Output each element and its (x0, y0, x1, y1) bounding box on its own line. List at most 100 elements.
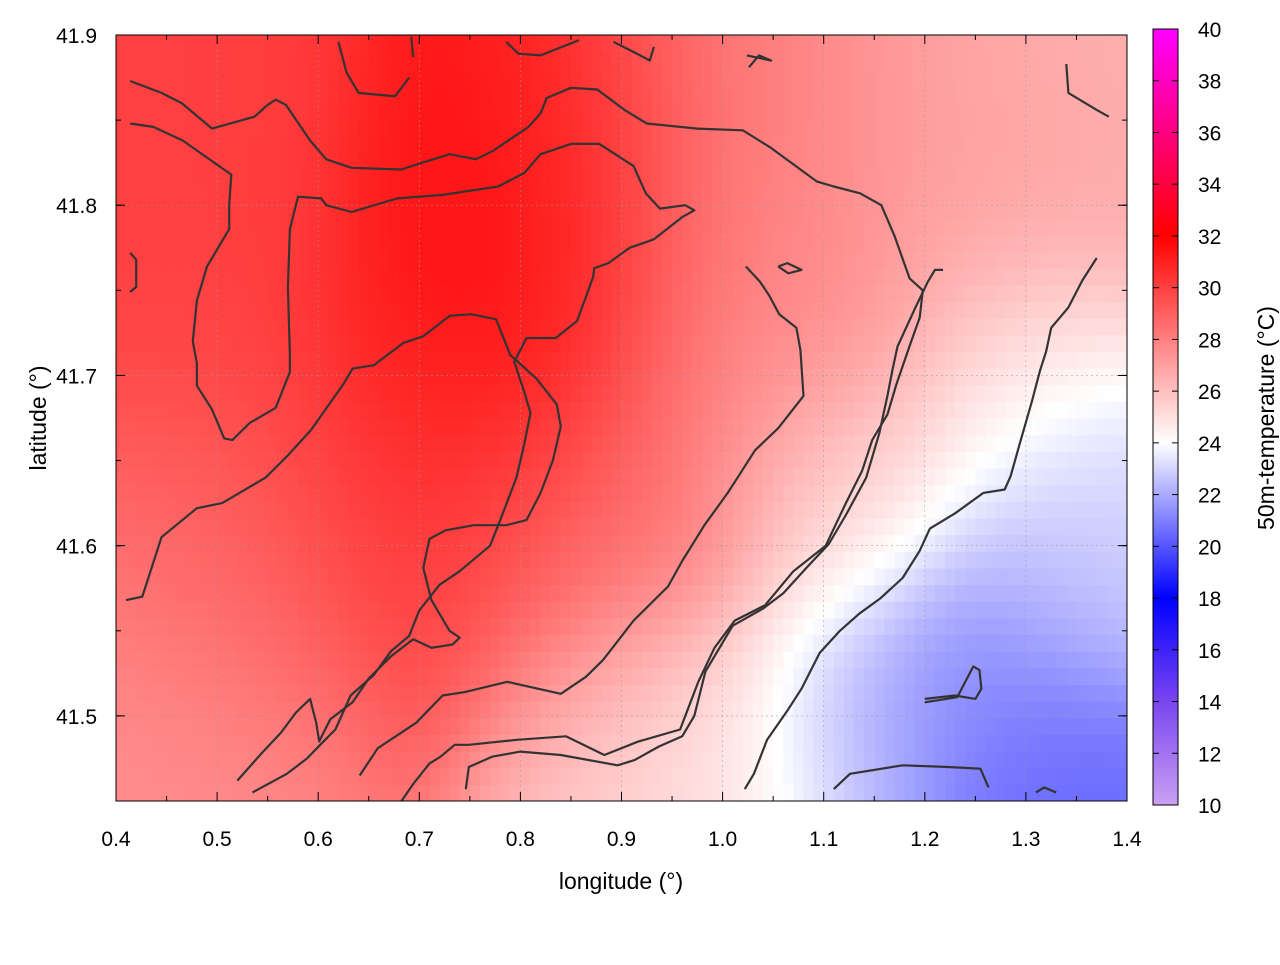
heatmap-cell (530, 534, 542, 552)
heatmap-cell (712, 184, 724, 203)
heatmap-cell (803, 767, 815, 785)
heatmap-cell (348, 717, 360, 735)
heatmap-cell (409, 434, 420, 452)
heatmap-cell (641, 351, 653, 369)
heatmap-cell (1116, 268, 1127, 286)
heatmap-cell (520, 85, 532, 103)
heatmap-cell (601, 501, 612, 519)
heatmap-cell (217, 184, 228, 203)
heatmap-cell (136, 68, 147, 86)
heatmap-cell (116, 134, 127, 153)
heatmap-cell (571, 534, 582, 552)
heatmap-cell (752, 268, 764, 286)
heatmap-cell (116, 201, 127, 219)
y-tick-label: 41.6 (56, 536, 97, 559)
heatmap-cell (1005, 35, 1017, 53)
heatmap-cell (439, 201, 451, 219)
heatmap-cell (1106, 51, 1118, 69)
heatmap-cell (156, 284, 168, 303)
heatmap-cell (1076, 35, 1088, 53)
heatmap-cell (1116, 451, 1127, 469)
heatmap-cell (469, 134, 481, 153)
heatmap-cell (1066, 551, 1077, 569)
heatmap-cell (237, 418, 248, 436)
heatmap-cell (985, 468, 997, 486)
heatmap-cell (672, 168, 683, 186)
heatmap-cell (207, 584, 218, 602)
heatmap-cell (661, 268, 673, 286)
heatmap-cell (146, 767, 157, 785)
heatmap-cell (661, 68, 673, 86)
heatmap-cell (651, 201, 663, 219)
heatmap-cell (227, 201, 238, 219)
heatmap-cell (732, 201, 744, 219)
heatmap-cell (823, 201, 835, 219)
heatmap-cell (722, 401, 734, 419)
heatmap-cell (439, 151, 451, 169)
heatmap-cell (813, 318, 825, 336)
heatmap-cell (449, 318, 461, 336)
heatmap-cell (894, 717, 906, 735)
heatmap-cell (631, 567, 643, 586)
heatmap-cell (651, 301, 663, 319)
heatmap-cell (217, 584, 228, 602)
heatmap-cell (490, 284, 501, 303)
heatmap-cell (934, 134, 946, 153)
heatmap-cell (712, 118, 724, 136)
heatmap-cell (257, 51, 269, 69)
heatmap-cell (257, 334, 269, 352)
heatmap-cell (955, 667, 966, 686)
heatmap-cell (480, 468, 491, 486)
heatmap-cell (945, 784, 956, 801)
heatmap-cell (1096, 401, 1108, 419)
heatmap-cell (1056, 68, 1067, 86)
heatmap-cell (823, 301, 835, 319)
heatmap-cell (146, 534, 157, 552)
heatmap-cell (449, 451, 461, 469)
heatmap-cell (773, 651, 784, 669)
heatmap-cell (985, 584, 997, 602)
x-tick-label: 0.6 (304, 828, 333, 851)
heatmap-cell (126, 784, 137, 801)
heatmap-cell (712, 351, 724, 369)
heatmap-cell (914, 51, 926, 69)
heatmap-cell (793, 784, 805, 801)
heatmap-cell (843, 218, 855, 236)
heatmap-cell (399, 85, 410, 103)
heatmap-cell (126, 451, 137, 469)
heatmap-cell (318, 484, 329, 502)
heatmap-cell (864, 334, 875, 352)
heatmap-cell (833, 168, 845, 186)
heatmap-cell (237, 468, 248, 486)
heatmap-cell (449, 401, 461, 419)
y-tick-label: 41.7 (56, 365, 97, 388)
heatmap-cell (955, 634, 966, 652)
heatmap-cell (672, 684, 683, 702)
heatmap-cell (661, 784, 673, 801)
heatmap-cell (429, 151, 441, 169)
heatmap-cell (237, 551, 248, 569)
heatmap-cell (783, 601, 794, 619)
heatmap-cell (914, 584, 926, 602)
heatmap-cell (591, 318, 602, 336)
heatmap-cell (459, 534, 471, 552)
heatmap-cell (803, 501, 815, 519)
heatmap-cell (156, 651, 168, 669)
heatmap-cell (469, 767, 481, 785)
heatmap-cell (267, 517, 279, 536)
heatmap-cell (854, 251, 865, 269)
heatmap-cell (186, 68, 198, 86)
heatmap-cell (247, 51, 259, 69)
heatmap-cell (267, 218, 279, 236)
heatmap-cell (975, 334, 987, 352)
heatmap-cell (1025, 501, 1037, 519)
heatmap-cell (116, 617, 127, 636)
heatmap-cell (126, 418, 137, 436)
heatmap-cell (641, 651, 653, 669)
heatmap-cell (308, 51, 319, 69)
heatmap-cell (1025, 218, 1037, 236)
heatmap-cell (287, 567, 299, 586)
heatmap-cell (530, 751, 542, 769)
heatmap-cell (702, 534, 714, 552)
heatmap-cell (540, 451, 552, 469)
